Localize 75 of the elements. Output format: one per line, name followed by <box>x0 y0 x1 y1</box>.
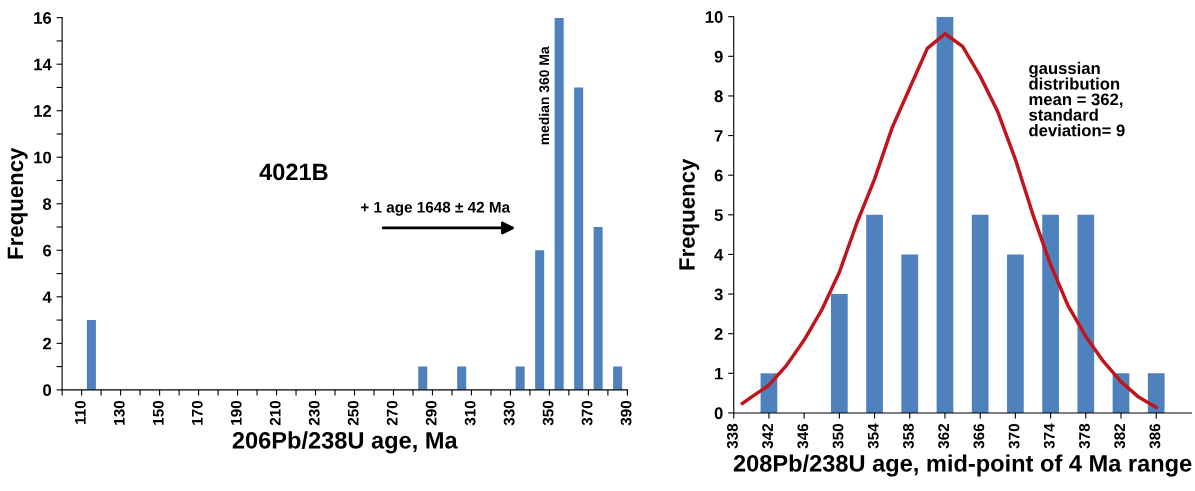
x-tick-label: 170 <box>191 400 203 425</box>
y-tick-label: 8 <box>714 90 723 103</box>
bar <box>1007 254 1024 413</box>
y-tick-label: 0 <box>714 407 723 420</box>
bar <box>554 17 564 390</box>
bar <box>866 214 883 413</box>
bar <box>971 214 989 413</box>
x-tick-label: 386 <box>1149 423 1161 449</box>
x-axis-title: 208Pb/238U age, mid-point of 4 Ma range <box>733 454 1192 477</box>
bar <box>86 320 96 390</box>
y-tick-label: 7 <box>714 130 723 142</box>
x-tick-label: 362 <box>938 423 950 449</box>
x-tick-label: 342 <box>762 423 774 449</box>
bar <box>457 366 467 390</box>
bar <box>515 366 525 390</box>
x-tick-label: 250 <box>347 400 359 426</box>
y-tick-label: 6 <box>43 244 52 257</box>
bar <box>1077 214 1095 413</box>
x-tick-label: 290 <box>425 400 437 426</box>
annotation: + 1 age 1648 ± 42 Ma <box>360 201 511 216</box>
y-tick-label: 16 <box>34 12 52 24</box>
bar <box>830 294 848 413</box>
y-tick-label: 10 <box>34 151 52 164</box>
y-tick-label: 12 <box>34 105 52 117</box>
x-tick-label: 370 <box>1008 423 1020 449</box>
annotation: 4021B <box>259 163 328 181</box>
x-tick-label: 230 <box>308 400 320 426</box>
y-tick-label: 2 <box>43 337 52 350</box>
x-tick-label: 354 <box>867 423 879 449</box>
bar <box>613 366 623 390</box>
x-tick-label: 358 <box>903 423 914 449</box>
bar <box>574 87 584 390</box>
y-tick-label: 10 <box>705 11 723 23</box>
x-tick-label: 382 <box>1114 423 1126 449</box>
y-tick-label: 14 <box>34 58 52 71</box>
y-tick-label: 8 <box>42 198 52 210</box>
bar <box>418 366 428 390</box>
y-tick-label: 0 <box>43 384 52 397</box>
x-tick-label: 366 <box>973 423 985 449</box>
x-tick-label: 150 <box>152 400 164 425</box>
y-tick-label: 5 <box>714 209 723 222</box>
y-axis-title: Frequency <box>679 158 700 270</box>
x-tick-label: 130 <box>113 400 125 425</box>
y-tick-label: 3 <box>714 288 723 301</box>
bar <box>535 250 545 390</box>
line-series <box>740 31 1158 410</box>
x-tick-label: 350 <box>542 400 554 426</box>
x-tick-label: 390 <box>620 400 632 426</box>
x-tick-label: 330 <box>503 400 515 426</box>
x-tick-label: 270 <box>386 400 398 426</box>
x-tick-label: 350 <box>832 423 844 449</box>
y-tick-label: 6 <box>714 169 723 182</box>
y-tick-label: 4 <box>714 249 724 261</box>
x-tick-label: 338 <box>727 423 738 449</box>
bar <box>1042 214 1059 413</box>
y-tick-label: 2 <box>714 328 723 340</box>
x-tick-label: 346 <box>797 423 809 449</box>
x-tick-label: 370 <box>581 400 593 426</box>
y-tick-label: 1 <box>715 367 723 380</box>
y-tick-label: 4 <box>42 291 52 303</box>
bar <box>901 254 919 413</box>
y-axis-title: Frequency <box>7 147 28 259</box>
bar <box>936 16 954 413</box>
annotation: median 360 Ma <box>538 46 550 145</box>
x-tick-label: 374 <box>1043 423 1055 449</box>
x-tick-label: 110 <box>74 400 86 424</box>
x-tick-label: 378 <box>1079 423 1090 449</box>
x-tick-label: 190 <box>230 400 242 425</box>
bar <box>1147 373 1165 413</box>
bar <box>593 227 603 390</box>
x-tick-label: 310 <box>464 400 476 426</box>
x-axis-title: 206Pb/238U age, Ma <box>232 431 458 454</box>
annotation: gaussian distribution mean = 362, standard deviation= 9 <box>1029 61 1125 137</box>
x-tick-label: 210 <box>269 400 281 426</box>
y-tick-label: 9 <box>714 50 723 63</box>
